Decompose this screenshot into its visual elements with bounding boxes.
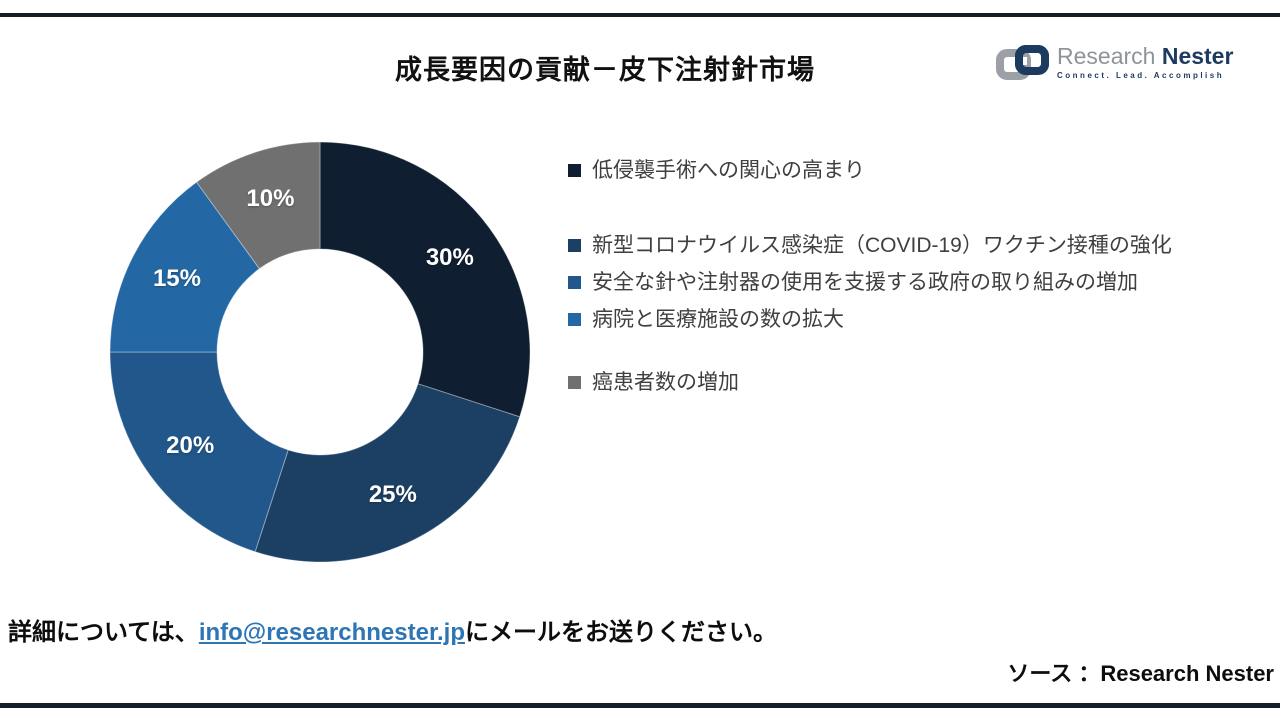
- legend-item: 癌患者数の増加: [568, 364, 1233, 401]
- slice-percentage-label: 15%: [152, 265, 202, 293]
- contact-note-suffix: にメールをお送りください。: [464, 619, 777, 646]
- slice-percentage-label: 10%: [246, 185, 295, 213]
- legend-marker-swatch: [568, 313, 581, 326]
- contact-note-prefix: 詳細については、: [8, 619, 199, 646]
- legend-item: 病院と医療施設の数の拡大: [568, 301, 1233, 338]
- top-rule: [0, 13, 1280, 17]
- logo-tagline: Connect. Lead. Accomplish: [1057, 71, 1225, 80]
- donut-slice: [254, 383, 521, 562]
- legend-label: 安全な針や注射器の使用を支援する政府の取り組みの増加: [592, 271, 1138, 294]
- legend-label: 低侵襲手術への関心の高まり: [592, 159, 865, 182]
- donut-chart-svg: [110, 142, 530, 562]
- donut-slice: [110, 181, 261, 353]
- bottom-rule: [0, 703, 1280, 708]
- legend-item: 新型コロナウイルス感染症（COVID-19）ワクチン接種の強化: [568, 227, 1233, 264]
- donut-slice: [110, 351, 289, 553]
- slice-percentage-label: 25%: [368, 481, 417, 508]
- legend-marker-swatch: [568, 239, 581, 252]
- slice-percentage-label: 20%: [166, 432, 215, 460]
- page-title: 成長要因の貢献－皮下注射針市場: [395, 55, 815, 85]
- slice-percentage-label: 30%: [425, 243, 474, 271]
- donut-slice: [319, 142, 530, 418]
- donut-chart: 30% 25% 20% 15% 10%: [110, 142, 530, 562]
- source-label: ソース ：Research Nester: [1007, 661, 1274, 686]
- chart-legend: 低侵襲手術への関心の高まり新型コロナウイルス感染症（COVID-19）ワクチン接…: [568, 152, 1233, 401]
- research-nester-logo: Research Nester Connect. Lead. Accomplis…: [995, 44, 1233, 89]
- logo-brand-text: Research Nester: [1057, 43, 1234, 69]
- legend-item: 低侵襲手術への関心の高まり: [568, 152, 1233, 189]
- legend-label: 新型コロナウイルス感染症（COVID-19）ワクチン接種の強化: [592, 234, 1172, 257]
- legend-marker-swatch: [568, 276, 581, 289]
- legend-label: 癌患者数の増加: [592, 371, 739, 394]
- donut-slice: [195, 142, 321, 270]
- legend-item: 安全な針や注射器の使用を支援する政府の取り組みの増加: [568, 264, 1233, 301]
- legend-marker-swatch: [568, 376, 581, 389]
- interlocked-links-icon: [995, 44, 1049, 89]
- legend-marker-swatch: [568, 164, 581, 177]
- legend-label: 病院と医療施設の数の拡大: [592, 308, 844, 331]
- contact-note: 詳細については、info@researchnester.jpにメールをお送りくだ…: [8, 612, 777, 647]
- contact-email-link[interactable]: info@researchnester.jp: [198, 619, 465, 646]
